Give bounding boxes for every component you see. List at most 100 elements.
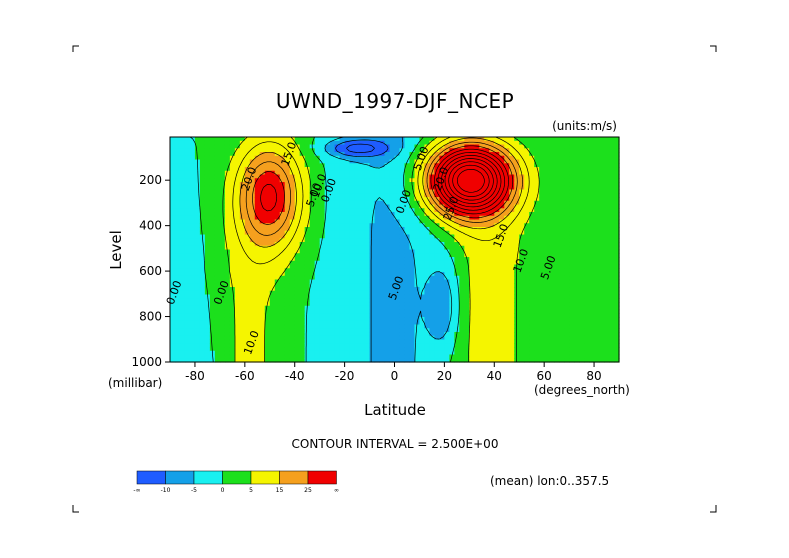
field-cell	[309, 283, 316, 288]
field-cell	[259, 339, 266, 344]
field-cell	[444, 208, 450, 213]
field-cell	[299, 283, 306, 288]
field-cell	[449, 245, 455, 251]
field-cell	[344, 204, 351, 209]
field-cell	[379, 283, 386, 288]
field-cell	[309, 155, 316, 161]
field-cell	[264, 283, 271, 288]
field-cell	[254, 170, 261, 176]
field-cell	[569, 219, 575, 224]
field-cell	[554, 193, 560, 198]
field-cell	[194, 249, 201, 254]
field-cell	[579, 287, 585, 292]
field-cell	[434, 212, 440, 217]
field-cell	[199, 140, 206, 146]
field-cell	[379, 347, 386, 352]
field-cell	[234, 204, 241, 209]
field-cell	[374, 155, 381, 161]
field-cell	[214, 335, 221, 341]
field-cell	[574, 305, 580, 311]
field-cell	[404, 227, 411, 232]
field-cell	[329, 343, 336, 348]
field-cell	[309, 302, 316, 307]
field-cell	[419, 343, 426, 348]
field-cell	[534, 354, 540, 359]
field-cell	[179, 245, 186, 251]
field-cell	[354, 204, 361, 209]
field-cell	[384, 317, 391, 322]
field-cell	[229, 298, 236, 303]
field-cell	[219, 212, 226, 217]
field-cell	[279, 163, 286, 168]
field-cell	[444, 343, 450, 348]
field-cell	[404, 358, 411, 363]
field-cell	[479, 287, 485, 292]
field-cell	[304, 272, 311, 277]
field-cell	[364, 197, 371, 202]
field-cell	[534, 309, 540, 314]
field-cell	[364, 238, 371, 243]
field-cell	[259, 227, 266, 232]
field-cell	[234, 152, 241, 157]
field-cell	[539, 272, 545, 277]
field-cell	[504, 204, 510, 209]
field-cell	[170, 275, 176, 281]
field-cell	[199, 313, 206, 318]
field-cell	[449, 212, 455, 217]
field-cell	[384, 223, 391, 228]
field-cell	[274, 313, 281, 318]
field-cell	[194, 140, 201, 146]
field-cell	[349, 320, 356, 326]
field-cell	[564, 290, 570, 296]
field-cell	[219, 350, 226, 356]
field-cell	[519, 137, 525, 142]
field-cell	[544, 242, 550, 247]
field-cell	[224, 317, 231, 322]
field-cell	[354, 155, 361, 161]
field-cell	[279, 152, 286, 157]
field-cell	[299, 249, 306, 254]
field-cell	[384, 313, 391, 318]
field-cell	[334, 159, 341, 164]
field-cell	[534, 339, 540, 344]
field-cell	[369, 182, 376, 187]
field-cell	[234, 339, 241, 344]
field-cell	[254, 249, 261, 254]
field-cell	[484, 264, 490, 269]
field-cell	[504, 328, 510, 333]
field-cell	[254, 185, 261, 191]
field-cell	[344, 200, 351, 206]
field-cell	[339, 253, 346, 258]
field-cell	[404, 174, 411, 179]
field-cell	[259, 305, 266, 311]
field-cell	[499, 148, 505, 153]
field-cell	[489, 347, 495, 352]
field-cell	[574, 309, 580, 314]
field-cell	[569, 279, 575, 284]
field-cell	[444, 155, 450, 161]
field-cell	[289, 332, 296, 337]
field-cell	[184, 185, 191, 191]
field-cell	[464, 268, 470, 273]
field-cell	[579, 182, 585, 187]
field-cell	[404, 283, 411, 288]
field-cell	[554, 174, 560, 179]
field-cell	[199, 230, 206, 236]
field-cell	[389, 215, 396, 221]
field-cell	[294, 317, 301, 322]
field-cell	[329, 332, 336, 337]
field-cell	[464, 234, 470, 239]
field-cell	[509, 253, 515, 258]
field-cell	[274, 223, 281, 228]
field-cell	[409, 283, 416, 288]
field-cell	[259, 279, 266, 284]
field-cell	[224, 264, 231, 269]
field-cell	[199, 189, 206, 194]
field-cell	[404, 238, 411, 243]
field-cell	[559, 305, 565, 311]
field-cell	[464, 264, 470, 269]
field-cell	[539, 354, 545, 359]
field-cell	[369, 339, 376, 344]
field-cell	[364, 152, 371, 157]
field-cell	[509, 245, 515, 251]
